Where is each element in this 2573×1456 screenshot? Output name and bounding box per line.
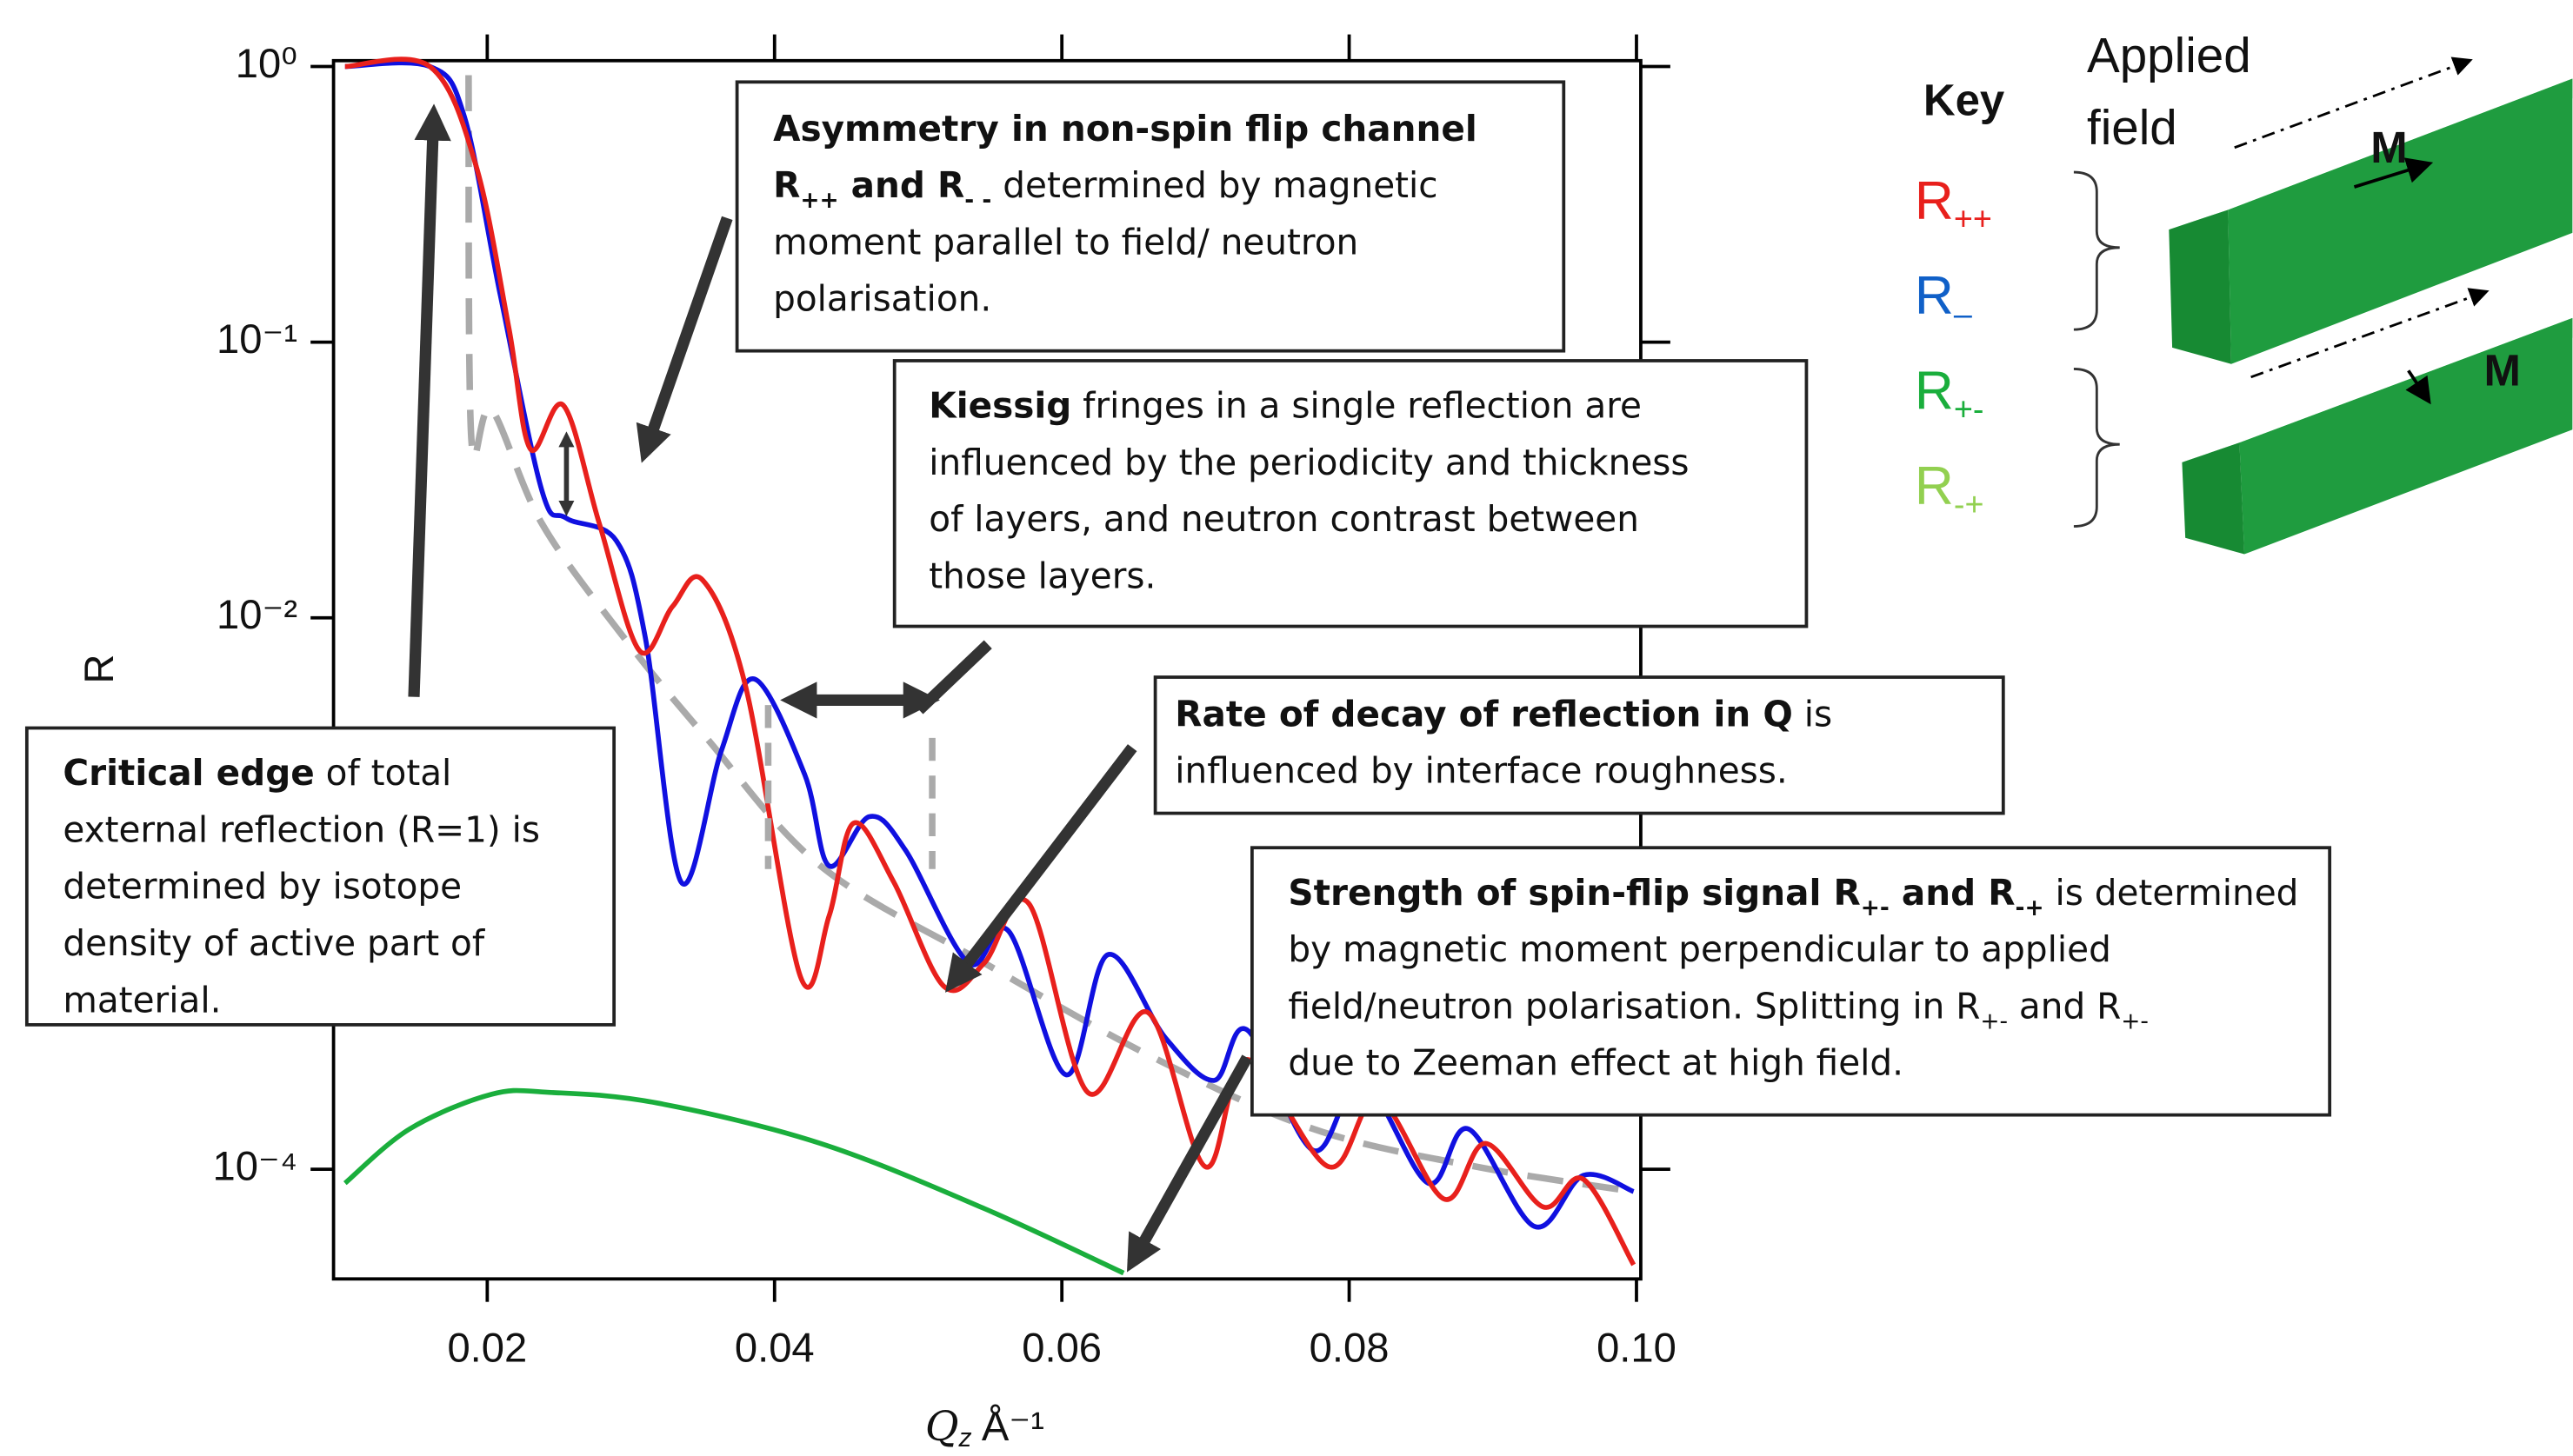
key-label: R	[1915, 456, 1954, 516]
y-tick-label: 10⁻⁴	[213, 1143, 298, 1189]
key-sub: +-	[1954, 390, 1984, 427]
annotation-text: is determined	[2044, 872, 2299, 914]
annotation-line: R++ and R- - determined by magnetic	[773, 164, 1438, 214]
annotation-line: material.	[63, 979, 221, 1021]
annotation-text: those layers.	[929, 555, 1156, 596]
key-label: R	[1915, 362, 1954, 422]
field-label: field	[2087, 100, 2177, 155]
annotation-text: Strength of spin-flip signal R	[1288, 872, 1860, 914]
y-axis-label: R	[76, 655, 122, 684]
annotation-text: moment parallel to field/ neutron	[773, 221, 1358, 263]
annotation-text: polarisation.	[773, 278, 991, 320]
annotation-text: by magnetic moment perpendicular to appl…	[1288, 928, 2110, 970]
annotation-line: of layers, and neutron contrast between	[929, 498, 1639, 540]
annotation-line: by magnetic moment perpendicular to appl…	[1288, 928, 2110, 970]
x-tick-label: 0.02	[447, 1325, 527, 1371]
annotation-box	[735, 80, 1566, 353]
annotation-text: R	[773, 164, 800, 206]
key-sub: -+	[1954, 486, 1984, 522]
annotation-line: Rate of decay of reflection in Q is	[1175, 693, 1832, 735]
moment-label: M	[2370, 123, 2407, 172]
key-label: R	[1915, 267, 1954, 327]
bars	[2073, 57, 2573, 555]
annotation-text: is	[1793, 693, 1832, 735]
annotation-line: Strength of spin-flip signal R+- and R-+…	[1288, 872, 2298, 921]
x-axis-label: Qz Å⁻¹	[925, 1403, 1044, 1453]
annotation-text: influenced by the periodicity and thickn…	[929, 442, 1689, 483]
annotation-box	[1153, 675, 2005, 815]
key-sub: ++	[1954, 201, 1992, 237]
x-tick-label: 0.10	[1596, 1325, 1676, 1371]
annotation-line: moment parallel to field/ neutron	[773, 221, 1358, 263]
x-axis-unit: Å⁻¹	[982, 1403, 1044, 1449]
annotation-text: field/neutron polarisation. Splitting in…	[1288, 985, 1980, 1027]
annotation-text: and R	[1890, 872, 2016, 914]
key-item: R+-	[1915, 362, 1984, 427]
annotation-text: fringes in a single reflection are	[1071, 385, 1642, 427]
annotation-box	[892, 359, 1809, 628]
x-axis-sub: z	[958, 1424, 972, 1453]
key-item: R-+	[1915, 456, 1984, 522]
annotation-text: Rate of decay of reflection in Q	[1175, 693, 1793, 735]
arrows	[408, 103, 1252, 1273]
annotation-line: density of active part of	[63, 922, 486, 964]
annotation-line: Critical edge of total	[63, 752, 451, 794]
y-tick-label: 10⁻¹	[217, 316, 297, 362]
annotation-text: +-	[2121, 1007, 2149, 1034]
annotation-text: Kiessig	[929, 385, 1071, 427]
annotation-text: of total	[315, 752, 452, 794]
annotation-text: Asymmetry in non-spin flip channel	[773, 108, 1477, 150]
annotation-text: ++	[800, 187, 838, 214]
key-item: R++	[1915, 171, 1992, 236]
x-tick-label: 0.04	[735, 1325, 815, 1371]
annotation-line: field/neutron polarisation. Splitting in…	[1288, 985, 2149, 1034]
annotation-text: material.	[63, 979, 221, 1021]
annotation-line: polarisation.	[773, 278, 991, 320]
y-tick-label: 10⁻²	[217, 591, 297, 637]
annotation-text: and R	[839, 164, 965, 206]
moment-label: M	[2483, 346, 2520, 396]
annotation-text: - -	[964, 187, 991, 214]
series-line	[465, 75, 1635, 1195]
key-sub: –	[1954, 296, 1972, 332]
annotation-text: influenced by interface roughness.	[1175, 750, 1788, 792]
annotation-text: Critical edge	[63, 752, 314, 794]
annotation-text: density of active part of	[63, 922, 486, 964]
annotation-text: +-	[1980, 1007, 2008, 1034]
annotation-line: influenced by interface roughness.	[1175, 750, 1788, 792]
annotation-text: determined by isotope	[63, 866, 462, 908]
annotation-text: determined by magnetic	[991, 164, 1437, 206]
annotation-line: Asymmetry in non-spin flip channel	[773, 108, 1477, 150]
annotation-box	[24, 726, 617, 1027]
key-title: Key	[1923, 75, 2005, 124]
annotation-text: of layers, and neutron contrast between	[929, 498, 1639, 540]
annotation-box	[1250, 846, 2332, 1117]
annotation-line: those layers.	[929, 555, 1156, 596]
annotation-text: external reflection (R=1) is	[63, 808, 540, 850]
x-tick-label: 0.08	[1310, 1325, 1390, 1371]
annotation-line: influenced by the periodicity and thickn…	[929, 442, 1689, 483]
annotation-line: external reflection (R=1) is	[63, 808, 540, 850]
annotation-line: Kiessig fringes in a single reflection a…	[929, 385, 1642, 427]
field-label: Applied	[2087, 28, 2251, 83]
key-label: R	[1915, 171, 1954, 231]
annotation-text: and R	[2008, 985, 2121, 1027]
annotation-text: -+	[2016, 894, 2044, 921]
annotation-line: due to Zeeman effect at high field.	[1288, 1042, 1903, 1084]
x-tick-label: 0.06	[1022, 1325, 1102, 1371]
plot-frame	[331, 58, 1643, 1281]
annotation-line: determined by isotope	[63, 866, 462, 908]
key-item: R–	[1915, 267, 1972, 332]
annotation-text: due to Zeeman effect at high field.	[1288, 1042, 1903, 1084]
y-tick-label: 10⁰	[236, 40, 297, 86]
annotation-text: +-	[1861, 894, 1890, 921]
series-line	[343, 1087, 1125, 1276]
x-axis-symbol: Q	[925, 1403, 959, 1451]
